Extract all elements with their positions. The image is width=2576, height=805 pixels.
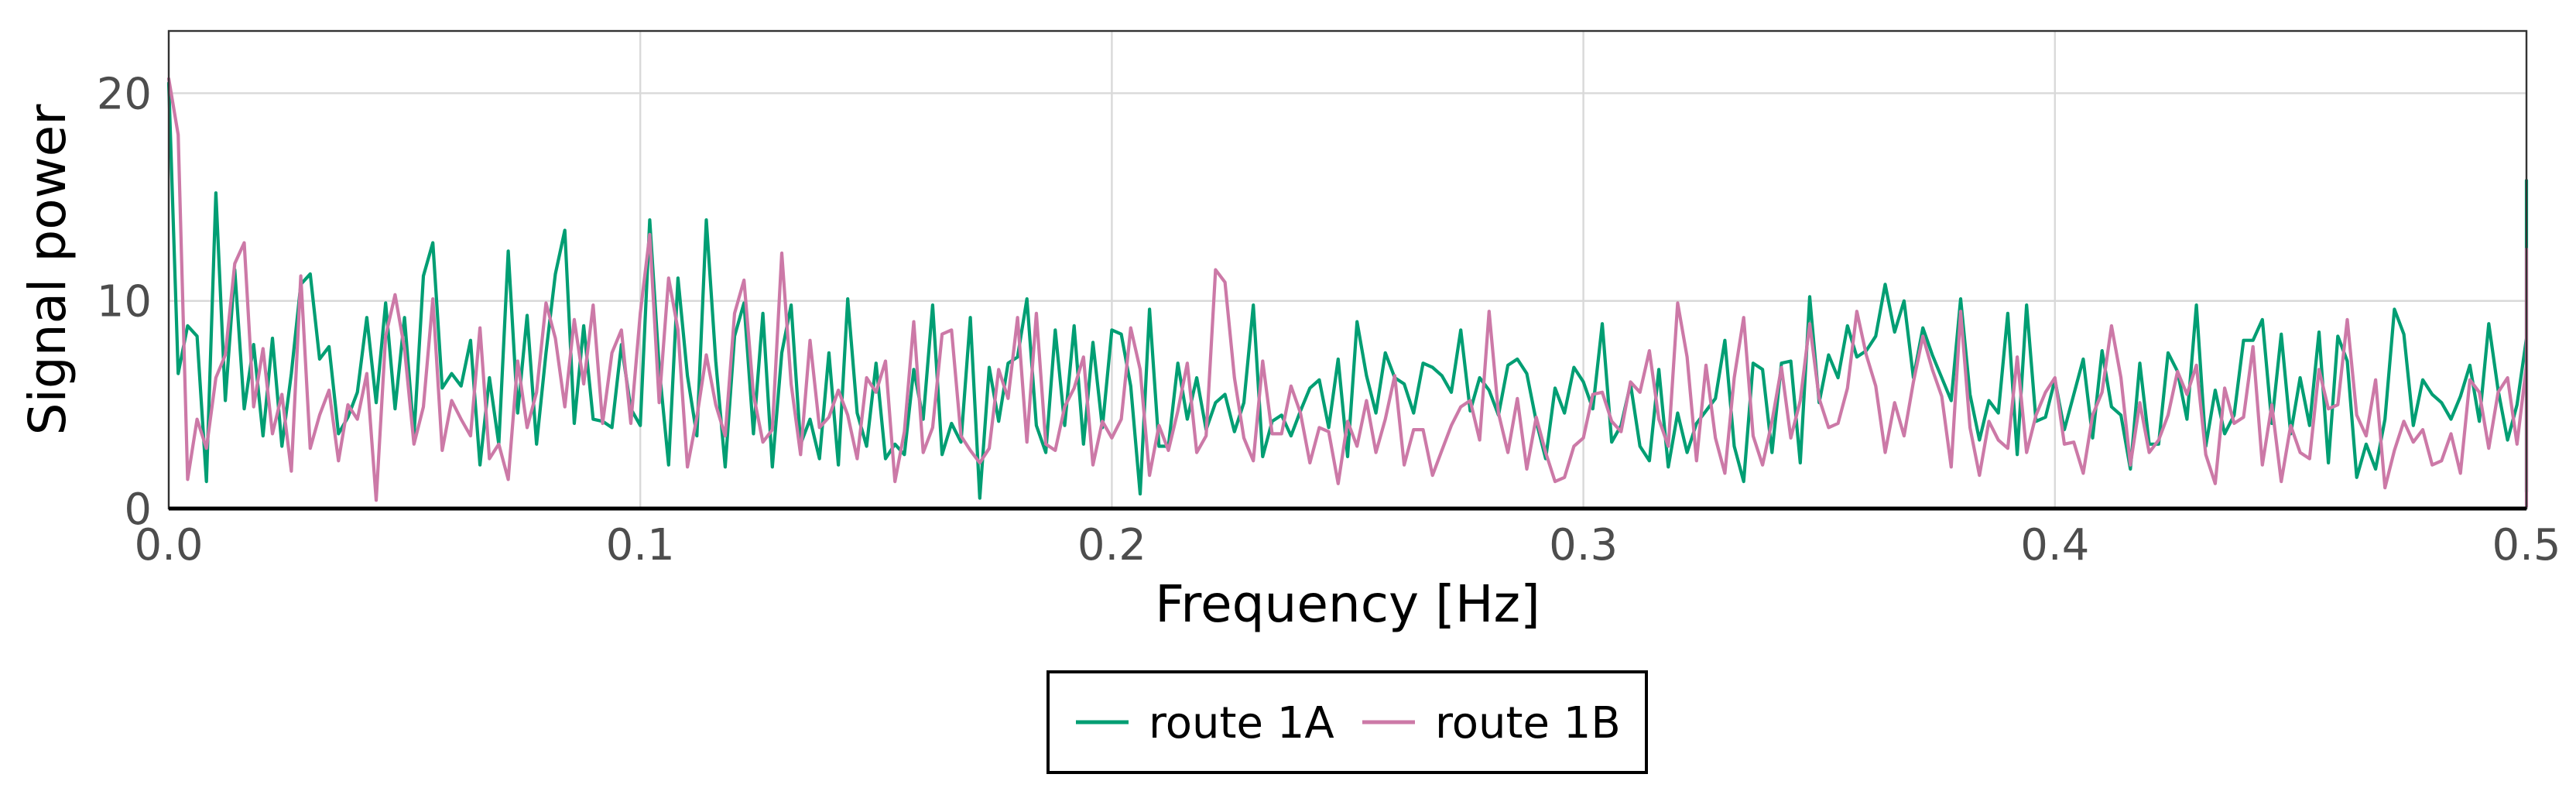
legend: route 1A route 1B xyxy=(1046,670,1648,774)
y-tick-label: 20 xyxy=(97,69,152,119)
legend-label: route 1B xyxy=(1435,698,1621,748)
x-tick-labels: 0.0 0.1 0.2 0.3 0.4 0.5 xyxy=(134,520,2561,570)
legend-label: route 1A xyxy=(1149,698,1334,748)
x-tick-label: 0.0 xyxy=(134,520,203,570)
y-tick-labels: 0 10 20 xyxy=(97,69,152,535)
legend-box xyxy=(1046,670,1648,774)
y-tick-label: 0 xyxy=(124,485,152,535)
x-tick-label: 0.1 xyxy=(606,520,675,570)
x-tick-label: 0.4 xyxy=(2020,520,2089,570)
y-axis-title: Signal power xyxy=(18,104,77,436)
x-tick-label: 0.2 xyxy=(1077,520,1146,570)
y-tick-label: 10 xyxy=(97,277,152,327)
x-tick-label: 0.3 xyxy=(1549,520,1618,570)
x-tick-label: 0.5 xyxy=(2492,520,2561,570)
x-axis-title: Frequency [Hz] xyxy=(1155,574,1540,634)
